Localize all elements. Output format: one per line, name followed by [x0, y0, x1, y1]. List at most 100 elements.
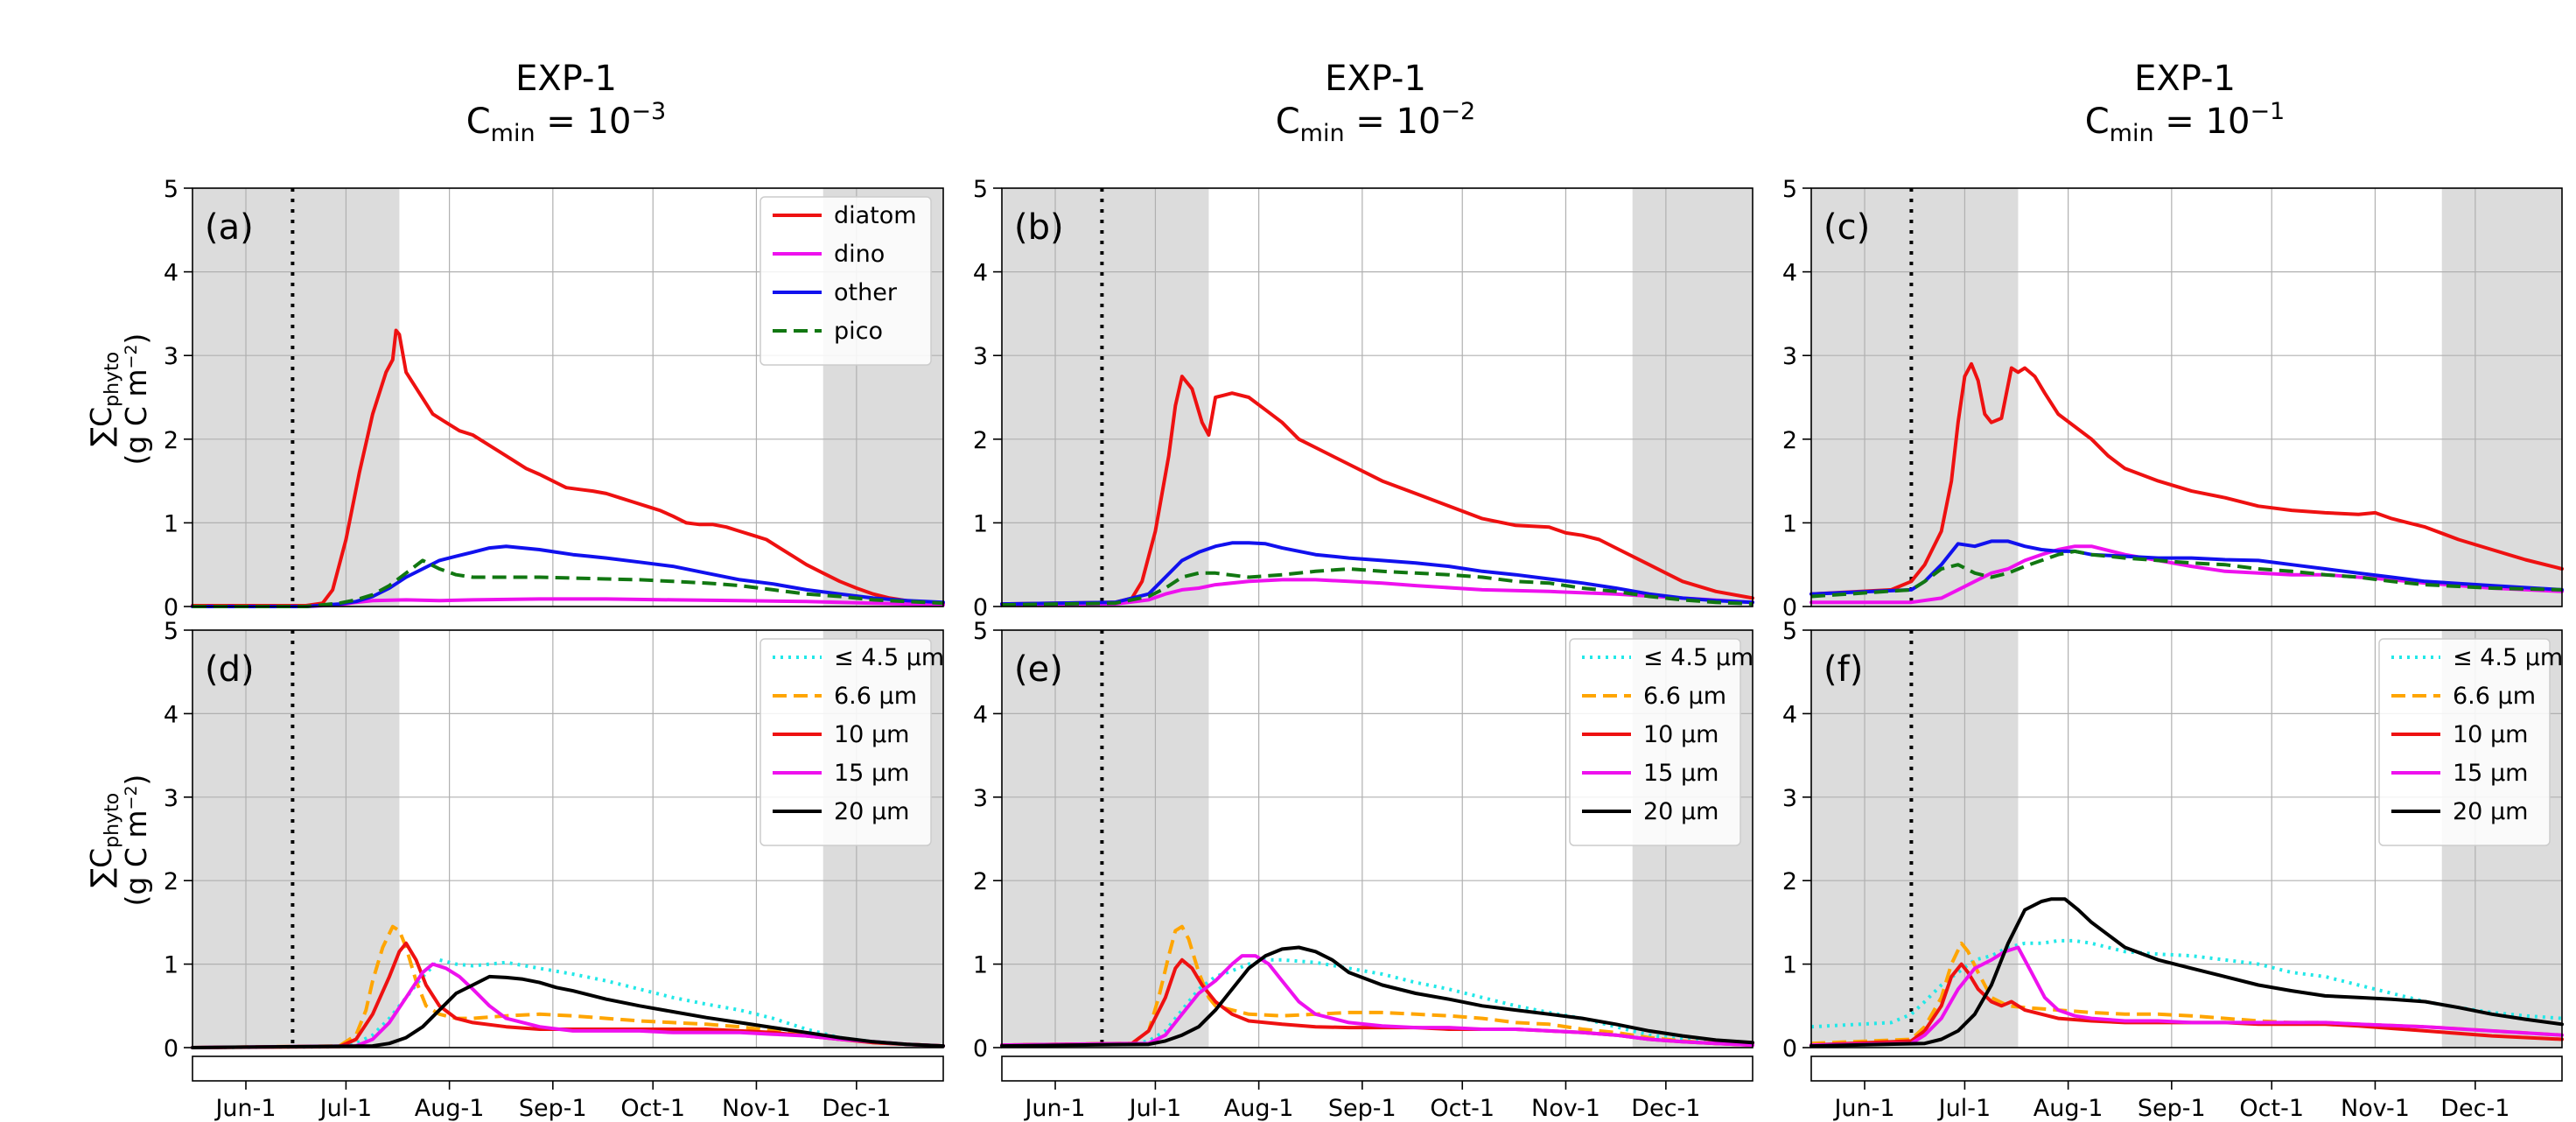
panel-e: 0 1 2 3 4 5 (e) ≤ 4.5 µm 6.6 µm 10 µm 15 µm 20 µm: [973, 618, 1754, 1062]
x-tick-label: Aug-1: [1224, 1095, 1294, 1122]
y-tick-label: 4: [973, 701, 988, 728]
panel-letter: (e): [1014, 649, 1063, 690]
y-tick-label: 3: [164, 343, 178, 370]
y-tick-label: 3: [164, 785, 178, 812]
legend-label: 15 µm: [1643, 760, 1718, 787]
series-line-1: [1000, 578, 1754, 607]
x-axis-frame: [1001, 1055, 1754, 1082]
series-line-3: [1000, 954, 1754, 1048]
y-tick-label: 3: [1782, 785, 1797, 812]
x-axis: Jun-1 Jul-1 Aug-1 Sep-1 Oct-1 Nov-1 Dec-1: [1810, 1055, 2563, 1122]
cmin-label-3: Cmin = 10−1: [2085, 98, 2286, 147]
legend-label: dino: [834, 241, 885, 268]
legend-label: ≤ 4.5 µm: [834, 644, 944, 671]
y-tick-label: 5: [973, 618, 988, 645]
shade-band-0: [192, 630, 400, 1048]
x-axis: Jun-1 Jul-1 Aug-1 Sep-1 Oct-1 Nov-1 Dec-1: [1001, 1055, 1754, 1122]
y-tick-label: 4: [1782, 260, 1797, 287]
x-tick-label: Jun-1: [1023, 1095, 1085, 1122]
legend-label: 10 µm: [834, 721, 909, 748]
y-axis-label-top: ∑Cphyto (g C m−2): [84, 333, 153, 466]
legend: diatom dino other pico: [760, 196, 932, 366]
y-tick-label: 0: [1782, 1035, 1797, 1062]
y-tick-label: 2: [1782, 427, 1797, 454]
y-tick-label: 1: [1782, 510, 1797, 537]
x-tick-label: Nov-1: [1531, 1095, 1600, 1122]
legend: ≤ 4.5 µm 6.6 µm 10 µm 15 µm 20 µm: [1569, 638, 1754, 846]
panel-letter: (a): [205, 207, 254, 248]
x-tick-label: Oct-1: [2239, 1095, 2304, 1122]
x-tick-label: Jul-1: [318, 1095, 373, 1122]
x-tick-label: Aug-1: [2034, 1095, 2104, 1122]
x-tick-label: Oct-1: [620, 1095, 685, 1122]
plots: 0 1 2 3 4 5 (a) diatom dino other pico 0 1 2 3 4 5 (d) ≤ 4…: [164, 176, 2564, 1122]
x-tick-label: Sep-1: [519, 1095, 587, 1122]
legend-box: [760, 638, 932, 846]
y-tick-label: 0: [973, 1035, 988, 1062]
panel-d: 0 1 2 3 4 5 (d) ≤ 4.5 µm 6.6 µm 10 µm 15 µm 20 µm: [164, 618, 945, 1062]
legend-label: pico: [834, 318, 883, 345]
x-tick-label: Oct-1: [1430, 1095, 1494, 1122]
cmin-label-2: Cmin = 10−2: [1276, 98, 1476, 147]
y-tick-label: 1: [973, 510, 988, 537]
legend-label: 20 µm: [834, 798, 909, 825]
column-titles: EXP-1 Cmin = 10−3 EXP-1 Cmin = 10−2 EXP-…: [466, 59, 2286, 147]
plot-frame: [192, 187, 944, 607]
legend-label: 10 µm: [1643, 721, 1718, 748]
svg-text:∑Cphyto: ∑Cphyto: [84, 352, 123, 446]
y-tick-label: 4: [164, 260, 178, 287]
panel-c: 0 1 2 3 4 5 (c): [1782, 176, 2564, 621]
series-line-3: [191, 962, 945, 1049]
cmin-label-1: Cmin = 10−3: [466, 98, 667, 147]
panel-b: 0 1 2 3 4 5 (b): [973, 176, 1754, 621]
x-axis-frame: [192, 1055, 944, 1082]
legend-label: ≤ 4.5 µm: [1643, 644, 1754, 671]
y-tick-label: 5: [164, 618, 178, 645]
plot-frame: [192, 629, 944, 1048]
y-tick-label: 2: [973, 868, 988, 895]
series-line-1: [1001, 924, 1754, 1048]
legend-box: [2378, 638, 2551, 846]
svg-text:(g C m−2): (g C m−2): [119, 775, 153, 907]
shade-band-0: [1811, 630, 2019, 1048]
x-tick-label: Jun-1: [214, 1095, 276, 1122]
plot-frame: [1810, 187, 2563, 607]
series-line-2: [1000, 541, 1754, 607]
panel-letter: (d): [205, 649, 255, 690]
y-tick-label: 2: [164, 868, 178, 895]
shade-band-1: [2441, 188, 2562, 607]
legend-label: ≤ 4.5 µm: [2453, 644, 2563, 671]
y-tick-label: 0: [164, 1035, 178, 1062]
series-line-3: [1810, 549, 2563, 599]
series-line-3: [1810, 945, 2564, 1048]
y-tick-label: 3: [973, 785, 988, 812]
column-title-3: EXP-1: [2134, 59, 2236, 99]
legend-label: 20 µm: [1643, 798, 1718, 825]
y-tick-label: 1: [164, 952, 178, 979]
panel-letter: (c): [1824, 207, 1870, 248]
series-line-0: [1810, 361, 2564, 596]
y-tick-label: 1: [164, 510, 178, 537]
y-tick-label: 5: [1782, 176, 1797, 203]
legend-label: other: [834, 279, 898, 306]
y-tick-label: 5: [164, 176, 178, 203]
x-tick-label: Dec-1: [822, 1095, 891, 1122]
y-tick-label: 2: [973, 427, 988, 454]
shade-band-0: [1002, 630, 1209, 1048]
x-tick-label: Nov-1: [722, 1095, 791, 1122]
legend-label: 15 µm: [834, 760, 909, 787]
series-line-0: [1000, 375, 1754, 607]
y-tick-label: 0: [973, 594, 988, 621]
x-tick-label: Jul-1: [1937, 1095, 1992, 1122]
y-tick-label: 3: [973, 343, 988, 370]
y-tick-label: 0: [164, 594, 178, 621]
legend: ≤ 4.5 µm 6.6 µm 10 µm 15 µm 20 µm: [760, 638, 944, 846]
panel-a: 0 1 2 3 4 5 (a) diatom dino other pico: [164, 176, 945, 621]
plot-frame: [1001, 187, 1754, 607]
y-tick-label: 4: [973, 260, 988, 287]
y-tick-label: 1: [973, 952, 988, 979]
x-tick-label: Dec-1: [2440, 1095, 2510, 1122]
y-tick-label: 4: [1782, 701, 1797, 728]
panel-letter: (f): [1824, 649, 1863, 690]
